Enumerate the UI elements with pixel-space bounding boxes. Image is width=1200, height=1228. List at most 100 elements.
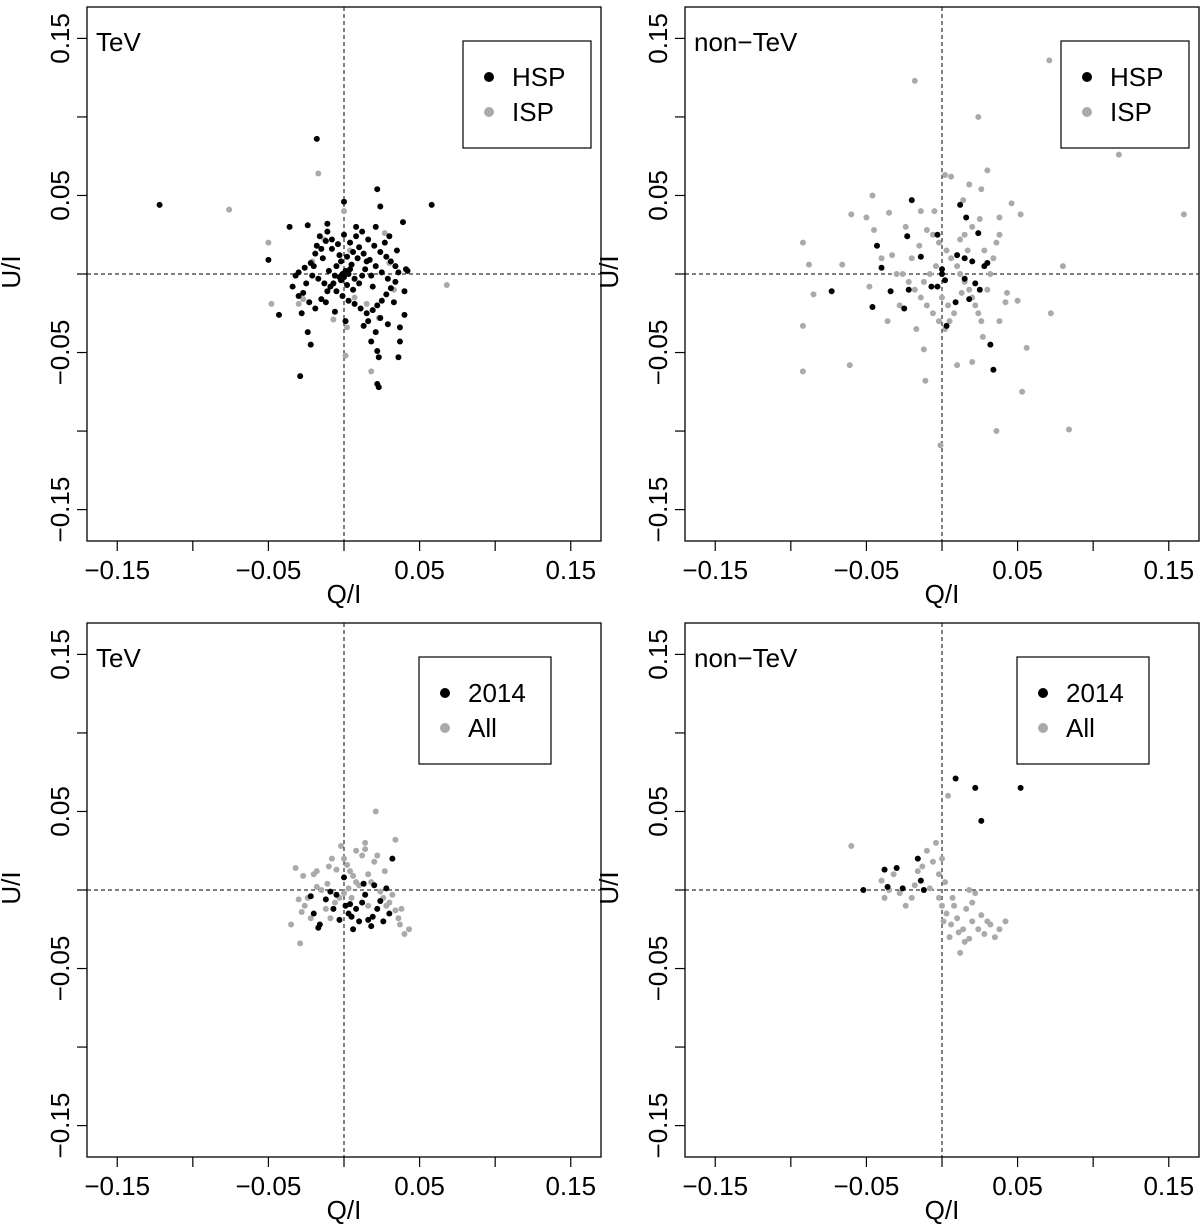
legend: 2014 All	[1016, 656, 1150, 765]
data-point-hsp	[987, 341, 994, 348]
data-point-hsp	[934, 231, 941, 238]
data-point-hsp	[969, 258, 976, 265]
y-axis-label: U/I	[594, 871, 624, 904]
data-point-all	[881, 894, 888, 901]
data-point-hsp	[353, 233, 360, 240]
data-point-all	[939, 855, 945, 862]
data-point-hsp	[395, 354, 402, 361]
data-point-hsp	[313, 135, 320, 142]
y-tick-label: 0.05	[45, 170, 75, 221]
data-point-hsp	[350, 286, 357, 293]
data-point-isp	[839, 261, 846, 268]
data-point-hsp	[351, 275, 358, 282]
data-point-2014	[307, 893, 314, 900]
data-point-all	[313, 868, 320, 875]
data-point-hsp	[347, 266, 354, 273]
data-point-hsp	[384, 321, 391, 328]
data-point-all	[926, 885, 933, 892]
y-tick-label: 0.05	[643, 786, 673, 837]
data-point-isp	[923, 302, 930, 309]
y-tick-label: −0.15	[643, 1093, 673, 1159]
data-point-isp	[1008, 200, 1015, 207]
data-point-hsp	[351, 300, 358, 307]
x-axis-label: Q/I	[327, 1195, 362, 1225]
data-point-hsp	[375, 384, 382, 391]
data-point-hsp	[990, 366, 997, 373]
data-point-all	[292, 865, 299, 872]
data-point-isp	[344, 324, 351, 331]
data-point-all	[392, 836, 399, 843]
data-point-hsp	[372, 329, 379, 336]
y-tick-label: 0.05	[643, 170, 673, 221]
data-point-all	[389, 891, 396, 898]
data-point-isp	[993, 239, 1000, 246]
data-point-isp	[799, 322, 806, 329]
data-point-2014	[978, 817, 985, 824]
data-point-all	[398, 905, 405, 912]
data-point-hsp	[295, 292, 302, 299]
data-point-all	[946, 934, 953, 941]
data-point-hsp	[336, 252, 343, 259]
panel-tev-hsp-isp: −0.15 −0.05 0.05 0.15 −0.15 −0.05 0.05 0.15 Q/I U…	[0, 6, 602, 609]
data-point-hsp	[310, 263, 317, 270]
data-point-hsp	[365, 318, 372, 325]
data-point-isp	[1059, 263, 1066, 270]
data-point-all	[951, 902, 958, 909]
data-point-isp	[926, 271, 933, 277]
data-point-isp	[957, 271, 964, 277]
panel-nontev-hsp-isp: −0.15 −0.05 0.05 0.15 −0.15 −0.05 0.05 0.15 Q/I U…	[594, 6, 1200, 609]
data-point-hsp	[961, 255, 968, 262]
data-point-hsp	[374, 347, 381, 354]
data-point-2014	[341, 874, 347, 881]
data-point-hsp	[330, 280, 337, 287]
data-point-2014	[353, 905, 360, 912]
data-point-all	[929, 858, 936, 865]
data-point-isp	[1065, 426, 1072, 433]
data-point-hsp	[362, 266, 369, 273]
data-point-isp	[1023, 344, 1030, 351]
data-point-isp	[984, 167, 991, 174]
data-point-isp	[917, 294, 924, 301]
data-point-hsp	[878, 264, 885, 271]
data-point-hsp	[368, 272, 375, 279]
data-point-all	[954, 915, 961, 922]
data-point-2014	[365, 916, 372, 923]
data-point-isp	[954, 263, 961, 270]
data-point-all	[966, 935, 973, 942]
data-point-hsp	[395, 269, 402, 276]
data-point-all	[359, 852, 366, 859]
data-point-all	[288, 921, 295, 928]
data-point-all	[298, 908, 305, 915]
panel-tev-2014-all: −0.15 −0.05 0.05 0.15 −0.15 −0.05 0.05 0.15 Q/I U…	[0, 622, 602, 1225]
legend: HSP ISP	[1060, 40, 1190, 149]
data-point-2014	[914, 855, 921, 862]
data-point-all	[381, 868, 388, 875]
data-point-hsp	[943, 322, 950, 329]
data-point-isp	[810, 291, 817, 298]
data-point-isp	[961, 231, 968, 238]
legend-marker-all	[1038, 723, 1048, 733]
data-point-isp	[863, 214, 870, 221]
data-point-hsp	[377, 314, 384, 321]
data-point-hsp	[368, 338, 375, 345]
x-tick-label: −0.15	[84, 555, 150, 585]
data-point-isp	[300, 296, 307, 303]
data-point-isp	[966, 286, 973, 293]
data-point-all	[344, 861, 351, 868]
data-point-all	[960, 926, 967, 933]
data-point-hsp	[396, 338, 403, 345]
data-point-hsp	[934, 283, 941, 290]
data-point-hsp	[984, 260, 991, 267]
data-point-2014	[860, 887, 867, 893]
x-tick-label: 0.15	[545, 1171, 596, 1201]
data-point-all	[295, 896, 302, 903]
data-point-isp	[935, 318, 942, 325]
data-point-hsp	[387, 285, 394, 292]
data-point-isp	[913, 325, 920, 332]
data-point-2014	[893, 865, 900, 872]
data-point-hsp	[963, 214, 970, 221]
x-tick-label: −0.15	[682, 1171, 748, 1201]
data-point-2014	[383, 885, 390, 892]
panel-nontev-2014-all: −0.15 −0.05 0.05 0.15 −0.15 −0.05 0.05 0.15 Q/I U…	[594, 622, 1200, 1225]
legend-marker-hsp	[484, 72, 494, 82]
